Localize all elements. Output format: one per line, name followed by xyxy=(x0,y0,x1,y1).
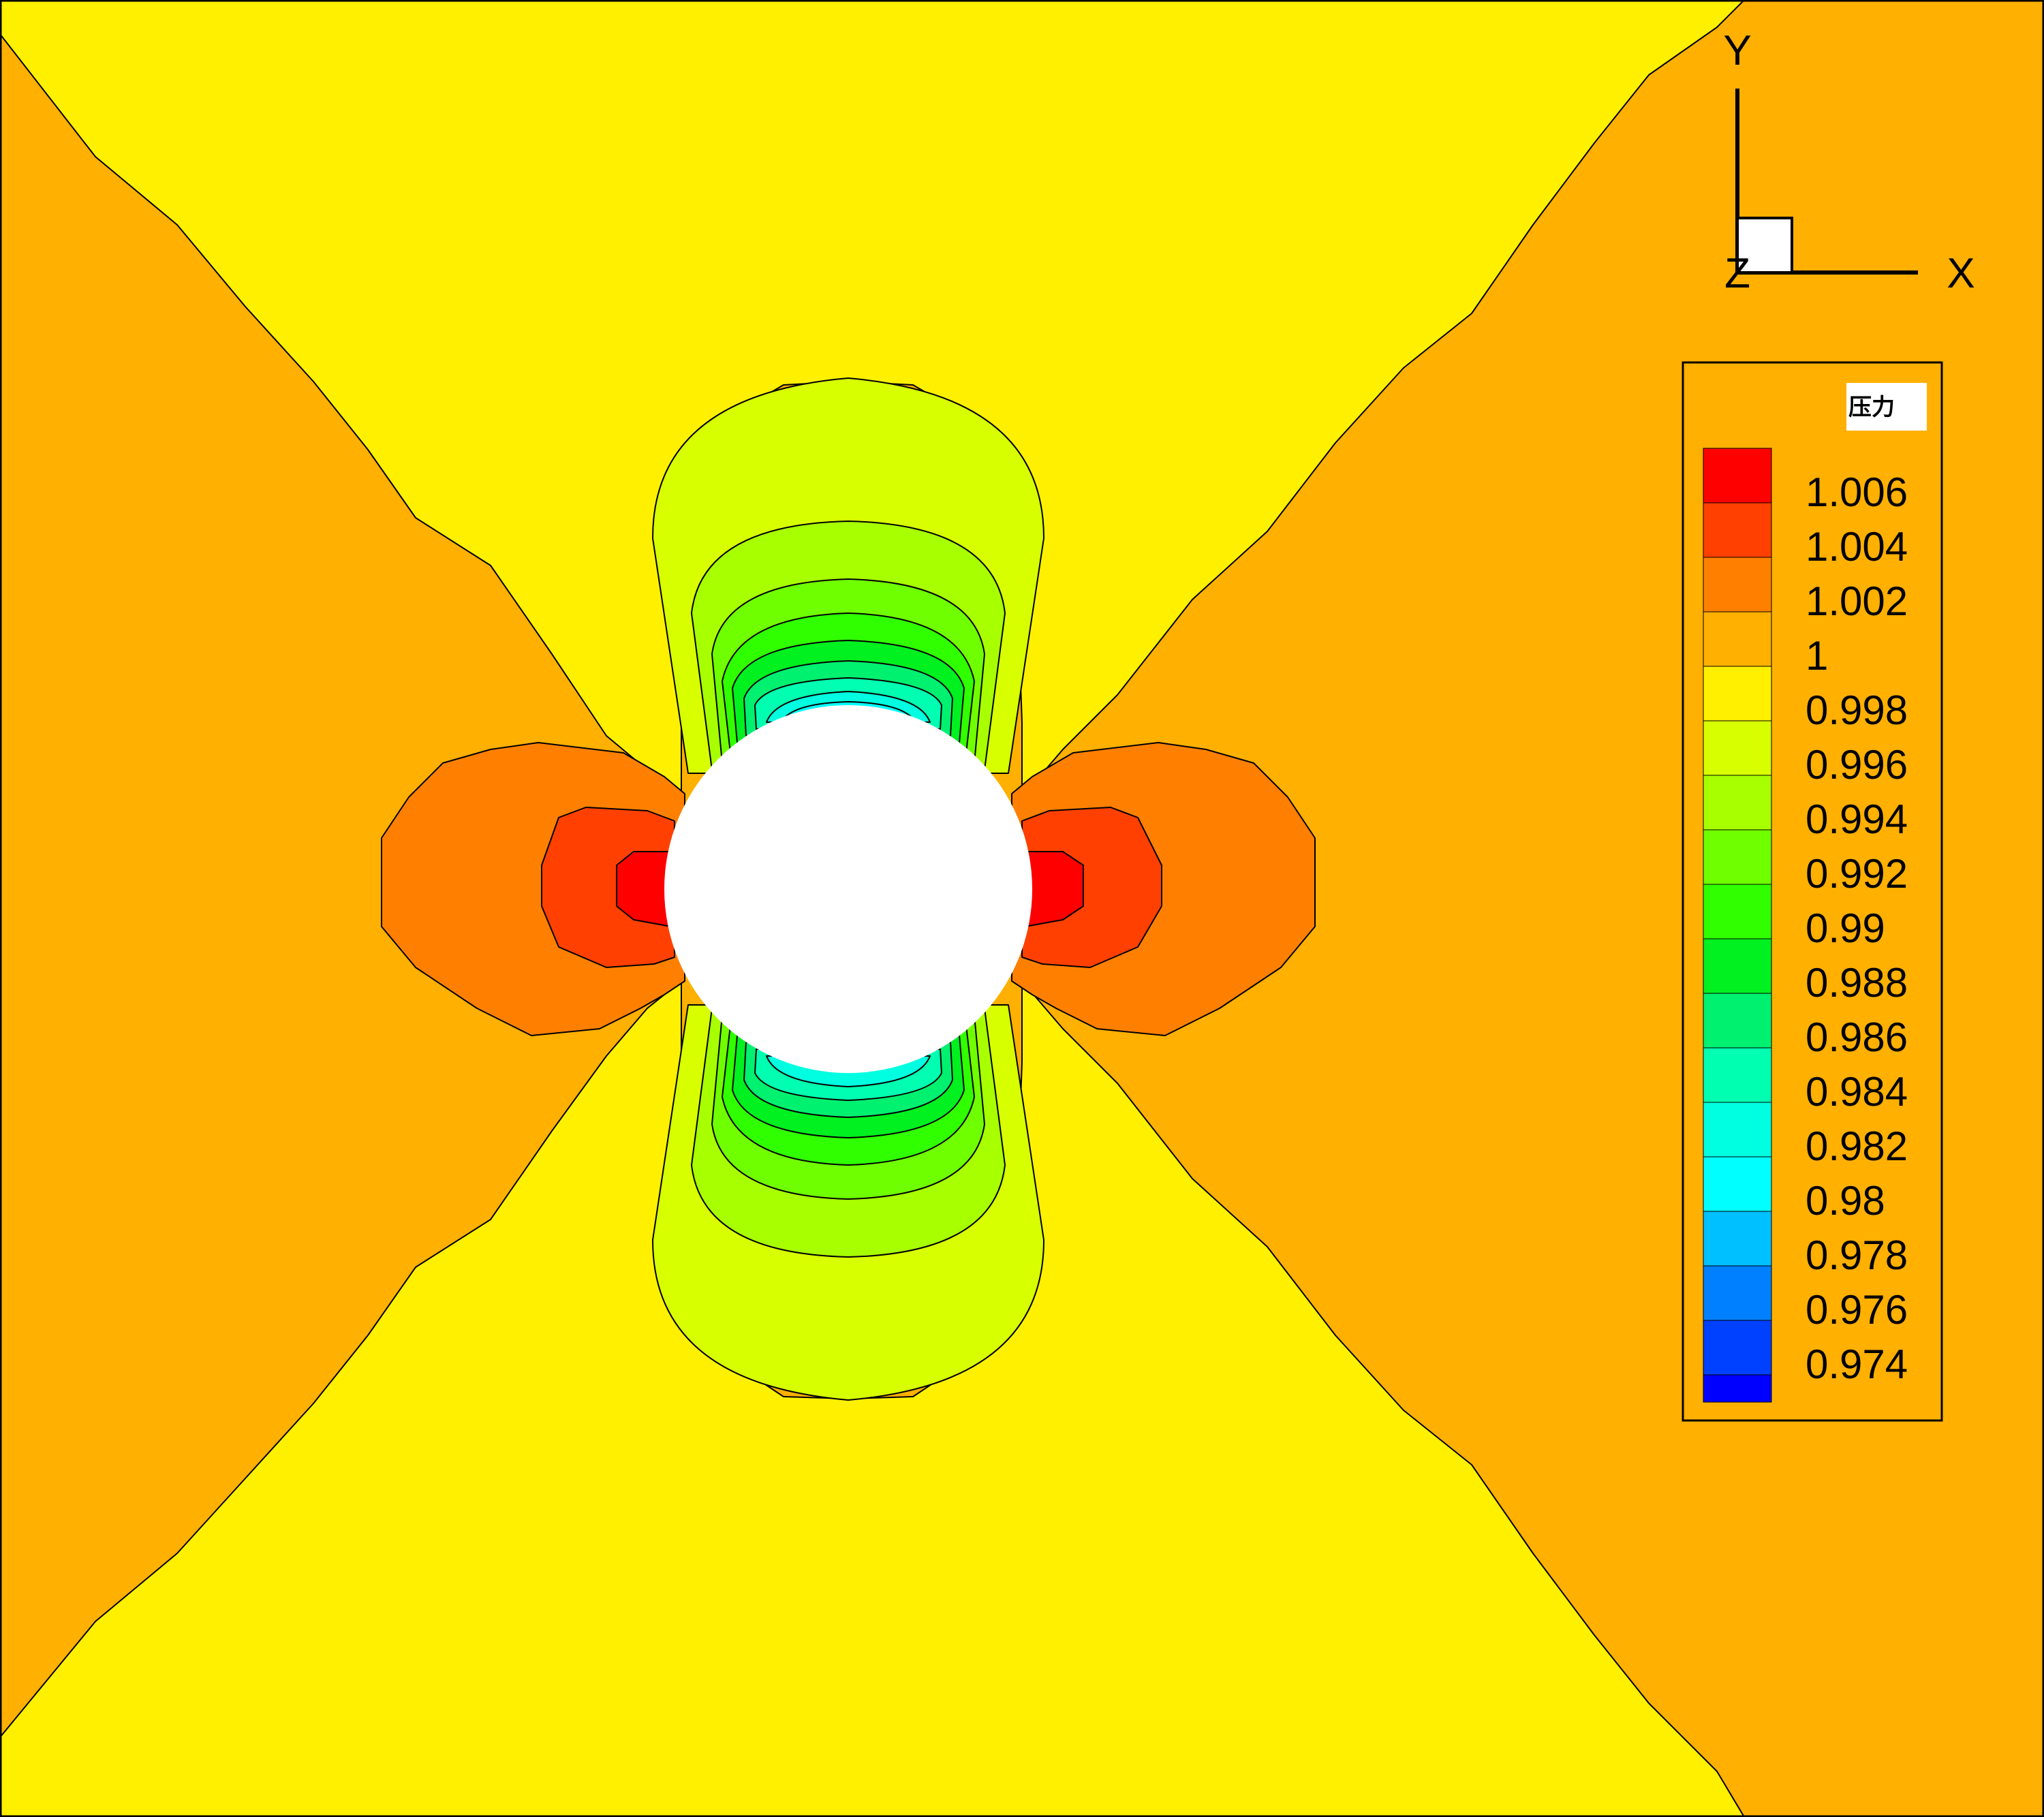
legend-label-0-998: 0.998 xyxy=(1806,687,1908,733)
z-axis-label: Z xyxy=(1724,250,1750,297)
legend-swatch-0-994 xyxy=(1703,775,1772,830)
legend-label-0-98: 0.98 xyxy=(1806,1178,1885,1224)
legend-label-0-994: 0.994 xyxy=(1806,796,1908,842)
z-axis-box xyxy=(1736,217,1793,274)
legend-swatches xyxy=(1703,448,1772,1403)
legend-swatch-0-996 xyxy=(1703,720,1772,776)
legend-label-0-984: 0.984 xyxy=(1806,1069,1908,1115)
legend: 压力 1.006 1.004 1.002 1 0.998 0.996 0.994 0.992 0… xyxy=(1682,361,1943,1422)
legend-swatch-0-978 xyxy=(1703,1211,1772,1267)
legend-swatch-0-988 xyxy=(1703,938,1772,994)
legend-label-1-002: 1.002 xyxy=(1806,578,1908,624)
legend-labels: 1.006 1.004 1.002 1 0.998 0.996 0.994 0.992 0.99… xyxy=(1806,469,1908,1387)
legend-swatch-1-004 xyxy=(1703,502,1772,558)
legend-swatch-0-986 xyxy=(1703,993,1772,1049)
legend-title: 压力 xyxy=(1848,394,1895,420)
legend-label-1-004: 1.004 xyxy=(1806,524,1908,570)
legend-swatch-1-002 xyxy=(1703,557,1772,612)
legend-label-1: 1 xyxy=(1806,633,1828,679)
legend-swatch-1-006 xyxy=(1703,448,1772,503)
legend-label-0-978: 0.978 xyxy=(1806,1232,1908,1278)
legend-label-0-992: 0.992 xyxy=(1806,851,1908,897)
legend-swatch-0-99 xyxy=(1703,884,1772,939)
legend-label-0-988: 0.988 xyxy=(1806,960,1908,1006)
legend-swatch-0-984 xyxy=(1703,1047,1772,1103)
legend-title-box xyxy=(1846,383,1927,431)
x-axis-label: X xyxy=(1947,250,1975,297)
legend-label-0-99: 0.99 xyxy=(1806,905,1885,951)
legend-swatch-1 xyxy=(1703,611,1772,667)
legend-swatch-0-98 xyxy=(1703,1156,1772,1212)
y-axis-label: Y xyxy=(1723,27,1751,74)
legend-swatch-0-976 xyxy=(1703,1265,1772,1321)
legend-swatch-0-992 xyxy=(1703,829,1772,885)
legend-label-0-982: 0.982 xyxy=(1806,1123,1908,1169)
legend-label-0-986: 0.986 xyxy=(1806,1014,1908,1060)
legend-swatch-0-974 xyxy=(1703,1320,1772,1376)
legend-swatch-bottom xyxy=(1703,1374,1772,1403)
contour-region-left-1004 xyxy=(541,807,675,968)
legend-label-0-996: 0.996 xyxy=(1806,742,1908,788)
legend-label-0-974: 0.974 xyxy=(1806,1341,1908,1387)
axis-triad: Y X Z xyxy=(1723,27,1975,297)
legend-label-1-006: 1.006 xyxy=(1806,469,1908,515)
legend-swatch-0-982 xyxy=(1703,1102,1772,1158)
contour-region-right-1004 xyxy=(1021,807,1162,968)
legend-frame xyxy=(1682,361,1943,1422)
legend-label-0-976: 0.976 xyxy=(1806,1287,1908,1333)
legend-swatch-0-998 xyxy=(1703,666,1772,721)
cylinder-obstacle xyxy=(664,705,1032,1073)
